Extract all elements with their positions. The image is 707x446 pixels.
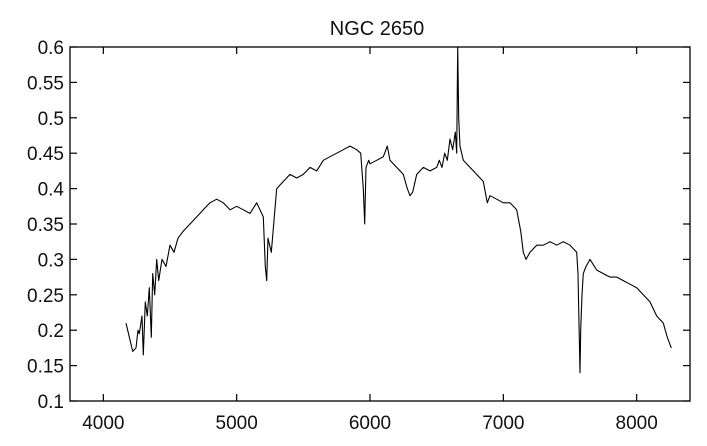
y-tick-label: 0.4 [38, 180, 65, 201]
x-tick-label: 8000 [616, 413, 658, 434]
spectrum-line [125, 46, 672, 374]
y-tick-label: 0.45 [27, 144, 64, 165]
y-tick-label: 0.3 [38, 250, 64, 271]
x-tick-label: 4000 [82, 413, 124, 434]
y-tick-label: 0.35 [27, 215, 64, 236]
chart-title: NGC 2650 [330, 18, 425, 40]
axis-ticks [70, 46, 690, 402]
x-axis-tick-labels: 4000 5000 6000 7000 8000 [82, 413, 658, 434]
y-tick-label: 0.15 [27, 357, 64, 378]
x-tick-label: 7000 [482, 413, 524, 434]
x-tick-label: 5000 [216, 413, 258, 434]
x-tick-label: 6000 [349, 413, 391, 434]
y-tick-label: 0.1 [38, 392, 64, 413]
y-tick-label: 0.2 [38, 321, 64, 342]
y-tick-label: 0.55 [27, 73, 64, 94]
plot-frame [69, 46, 691, 402]
y-tick-label: 0.25 [27, 286, 64, 307]
y-tick-label: 0.6 [38, 38, 64, 59]
y-tick-label: 0.5 [38, 109, 64, 130]
y-axis-tick-labels: 0.1 0.15 0.2 0.25 0.3 0.35 0.4 0.45 0.5 0.55 0.6 [27, 38, 64, 413]
